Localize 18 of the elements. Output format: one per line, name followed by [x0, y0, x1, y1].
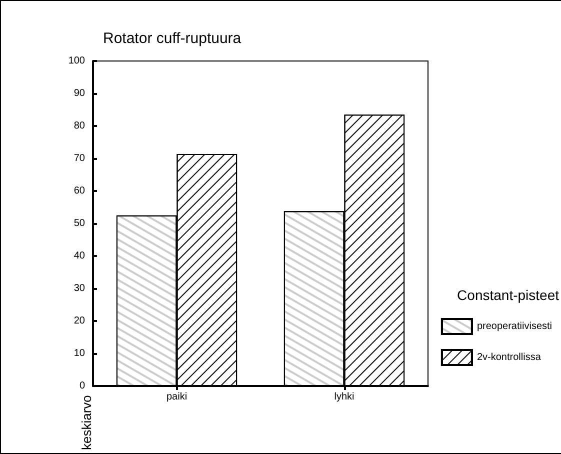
x-tick-label: paiki [166, 392, 188, 402]
legend-label: preoperatiivisesti [476, 321, 552, 332]
y-tick-label: 70 [74, 153, 86, 164]
legend-label: 2v-kontrollissa [476, 352, 542, 363]
y-tick-label: 60 [74, 186, 86, 196]
y-tick-label: 20 [74, 316, 86, 326]
y-tick-label: 90 [74, 88, 86, 99]
legend-title: Constant-pisteet [457, 287, 560, 303]
y-tick-label: 80 [74, 120, 86, 132]
y-axis-title: keskiarvo [79, 395, 94, 450]
y-tick-label: 10 [74, 348, 86, 359]
y-tick-label: 30 [74, 283, 86, 294]
y-tick-label: 0 [79, 380, 86, 392]
y-tick-label: 100 [68, 56, 86, 66]
y-tick-label: 50 [74, 218, 86, 229]
x-tick-label: lyhki [334, 392, 354, 402]
y-tick-label: 40 [74, 250, 86, 262]
chart-title: Rotator cuff-ruptuura [103, 30, 242, 47]
